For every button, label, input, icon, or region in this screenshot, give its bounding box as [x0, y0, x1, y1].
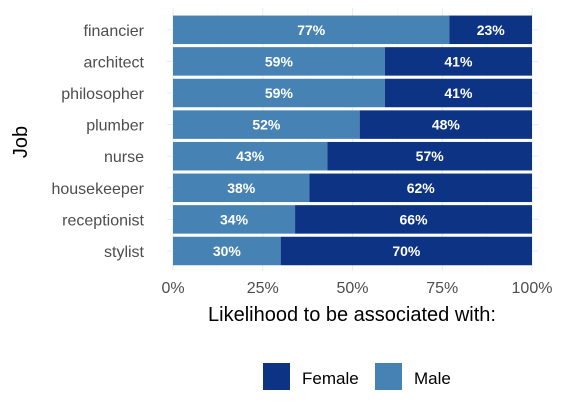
y-tick-label-housekeeper: housekeeper — [51, 181, 144, 198]
y-tick-label-philosopher: philosopher — [61, 86, 144, 103]
bar-label-female-nurse: 57% — [416, 148, 445, 164]
bar-label-female-receptionist: 66% — [400, 211, 429, 227]
bar-label-male-philosopher: 59% — [265, 85, 294, 101]
y-tick-label-architect: architect — [84, 54, 145, 71]
bar-label-male-financier: 77% — [297, 22, 326, 38]
bar-label-male-stylist: 30% — [213, 243, 242, 259]
bar-label-male-housekeeper: 38% — [227, 180, 256, 196]
legend-label-male: Male — [414, 369, 451, 388]
x-axis-title: Likelihood to be associated with: — [208, 304, 496, 326]
x-tick-label: 25% — [247, 280, 279, 297]
bar-label-male-plumber: 52% — [252, 117, 281, 133]
bar-label-female-stylist: 70% — [392, 243, 421, 259]
bar-label-male-nurse: 43% — [236, 148, 265, 164]
x-tick-labels: 0% 25% 50% 75% 100% — [161, 280, 552, 297]
x-tick-label: 100% — [512, 280, 553, 297]
bar-label-male-architect: 59% — [265, 53, 294, 69]
x-tick-label: 50% — [336, 280, 368, 297]
legend-swatch-female — [263, 363, 290, 390]
y-tick-label-financier: financier — [84, 23, 145, 40]
x-tick-label: 75% — [426, 280, 458, 297]
bar-label-male-receptionist: 34% — [220, 211, 249, 227]
y-tick-label-stylist: stylist — [104, 244, 145, 261]
legend: Female Male — [263, 363, 451, 390]
bar-label-female-housekeeper: 62% — [407, 180, 436, 196]
y-tick-label-plumber: plumber — [86, 118, 144, 135]
y-tick-labels: financier architect philosopher plumber nurs… — [51, 23, 144, 261]
x-tick-label: 0% — [161, 280, 184, 297]
bar-label-female-financier: 23% — [477, 22, 506, 38]
y-tick-label-nurse: nurse — [104, 149, 144, 166]
legend-label-female: Female — [302, 369, 359, 388]
bar-label-female-architect: 41% — [444, 53, 473, 69]
y-tick-label-receptionist: receptionist — [62, 212, 144, 229]
y-axis-title: Job — [10, 126, 32, 158]
bar-label-female-philosopher: 41% — [444, 85, 473, 101]
legend-swatch-male — [375, 363, 402, 390]
bar-label-female-plumber: 48% — [432, 117, 461, 133]
